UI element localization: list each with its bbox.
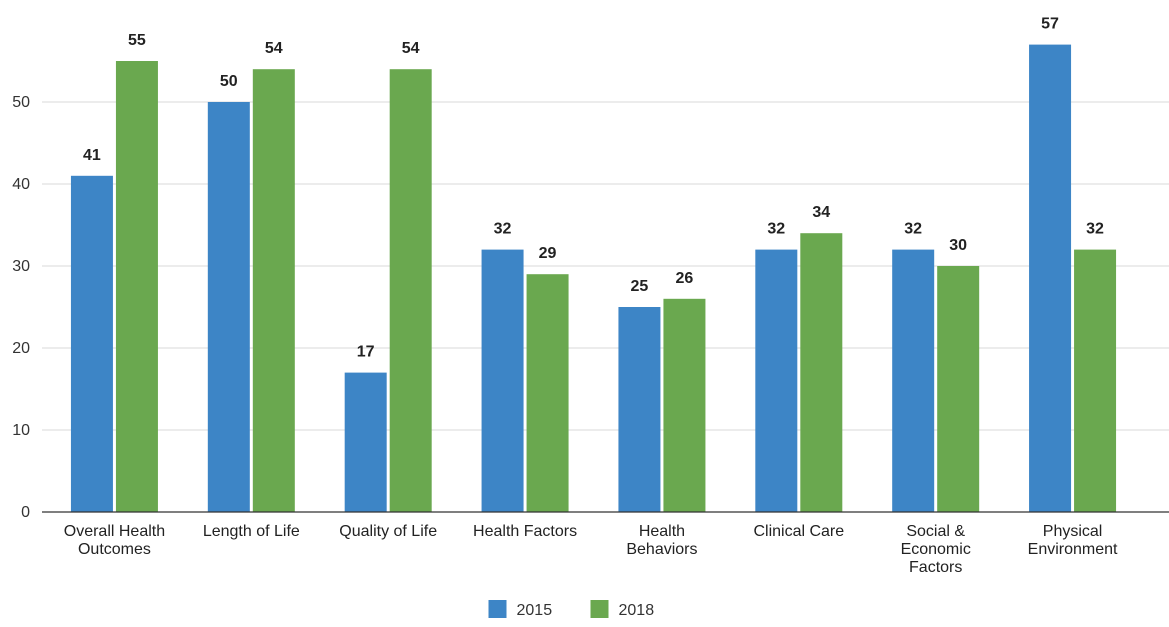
x-category-label: Length of Life: [203, 523, 300, 540]
data-label: 29: [539, 245, 557, 262]
legend-swatch-2015: [488, 600, 507, 618]
x-category-label: Social & Economic Factors: [901, 523, 971, 576]
x-category-label: Health Behaviors: [626, 523, 697, 558]
y-axis-ticks: 0 10 20 30 40 50: [12, 94, 30, 521]
bar-2015-4: [618, 307, 661, 512]
data-label: 57: [1041, 16, 1059, 33]
x-category-label-line: Health: [639, 523, 685, 540]
x-category-label-line: Clinical Care: [753, 523, 844, 540]
data-label: 54: [402, 40, 420, 57]
legend: 2015 2018: [488, 600, 655, 619]
bar-2018-6: [937, 266, 980, 512]
bar-2018-5: [800, 233, 843, 512]
x-category-label: Clinical Care: [753, 523, 844, 540]
x-category-label-line: Factors: [909, 559, 962, 576]
bar-2015-1: [207, 102, 250, 512]
bars: [70, 44, 1117, 513]
bar-2015-0: [70, 175, 113, 513]
data-label: 26: [676, 270, 694, 287]
data-label: 32: [1086, 221, 1104, 238]
x-category-label-line: Behaviors: [626, 541, 697, 558]
x-category-label-line: Overall Health: [64, 523, 165, 540]
data-label: 17: [357, 344, 375, 361]
bar-2018-0: [115, 61, 158, 512]
bar-2018-4: [663, 298, 706, 512]
y-tick-label: 50: [12, 94, 30, 111]
x-category-label-line: Economic: [901, 541, 971, 558]
y-tick-label: 10: [12, 422, 30, 439]
x-category-label: Quality of Life: [339, 523, 437, 540]
legend-label: 2015: [517, 602, 553, 619]
data-label: 50: [220, 73, 238, 90]
x-category-label-line: Environment: [1028, 541, 1118, 558]
x-category-label-line: Length of Life: [203, 523, 300, 540]
y-tick-label: 20: [12, 340, 30, 357]
x-category-label-line: Outcomes: [78, 541, 151, 558]
bar-2018-3: [526, 274, 569, 512]
data-label: 34: [812, 204, 830, 221]
x-category-label-line: Social &: [906, 523, 965, 540]
data-label: 54: [265, 40, 283, 57]
data-label: 32: [904, 221, 922, 238]
data-label: 25: [631, 278, 649, 295]
bar-2015-3: [481, 249, 524, 512]
data-label: 32: [767, 221, 785, 238]
data-label: 41: [83, 147, 101, 164]
bar-2018-2: [389, 69, 432, 512]
bar-2015-7: [1029, 44, 1072, 512]
bar-2015-5: [755, 249, 798, 512]
data-label: 55: [128, 32, 146, 49]
bar-2018-7: [1074, 249, 1117, 512]
x-category-label-line: Quality of Life: [339, 523, 437, 540]
y-tick-label: 30: [12, 258, 30, 275]
x-category-label-line: Physical: [1043, 523, 1103, 540]
data-labels: 41 55 50 54 17 54 32 29 25 26 32 34 32 30 57 32: [83, 16, 1104, 361]
bar-2015-6: [892, 249, 935, 512]
y-tick-label: 0: [21, 504, 30, 521]
legend-label: 2018: [619, 602, 655, 619]
data-label: 32: [494, 221, 512, 238]
y-tick-label: 40: [12, 176, 30, 193]
data-label: 30: [949, 237, 967, 254]
x-category-label: Physical Environment: [1028, 523, 1118, 558]
bar-2018-1: [252, 69, 295, 512]
legend-swatch-2018: [590, 600, 609, 618]
x-axis-categories: Overall Health Outcomes Length of Life Qual…: [64, 523, 1118, 576]
x-category-label: Overall Health Outcomes: [64, 523, 165, 558]
x-category-label: Health Factors: [473, 523, 577, 540]
x-category-label-line: Health Factors: [473, 523, 577, 540]
bar-2015-2: [344, 372, 387, 512]
